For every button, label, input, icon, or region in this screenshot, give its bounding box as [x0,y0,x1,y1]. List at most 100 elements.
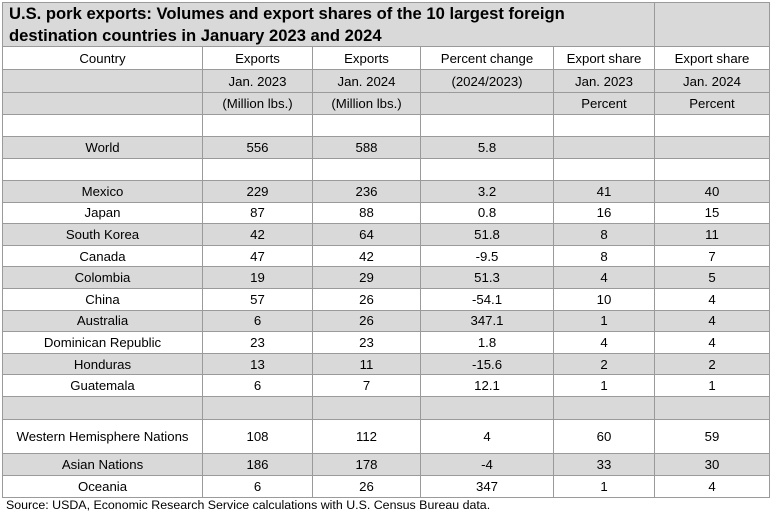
value-cell [421,93,554,115]
value-cell: (Million lbs.) [313,93,421,115]
value-cell: 19 [203,267,313,289]
header-row: Jan. 2023 Jan. 2024 (2024/2023) Jan. 2023 Ja… [3,70,770,93]
value-cell: 4 [655,332,770,354]
value-cell: 8 [554,245,655,267]
title-right-cell [655,3,770,25]
value-cell: 26 [313,310,421,332]
country-cell: Western Hemisphere Nations [3,419,203,453]
value-cell: 10 [554,288,655,310]
value-cell: 4 [554,332,655,354]
value-cell: 186 [203,453,313,475]
table-row: Guatemala 6 7 12.1 1 1 [3,375,770,397]
value-cell: 112 [313,419,421,453]
table-title-line-2: destination countries in January 2023 an… [3,25,655,47]
value-cell: 13 [203,353,313,375]
value-cell: 88 [313,202,421,224]
value-cell [313,396,421,419]
value-cell: Percent change [421,47,554,70]
value-cell: 1 [554,310,655,332]
value-cell: 11 [313,353,421,375]
value-cell: 6 [203,375,313,397]
value-cell: 178 [313,453,421,475]
value-cell: 59 [655,419,770,453]
value-cell: 23 [203,332,313,354]
country-cell: China [3,288,203,310]
value-cell [554,115,655,137]
value-cell: 4 [655,310,770,332]
blank-row [3,159,770,181]
country-cell [3,396,203,419]
value-cell [554,137,655,159]
country-cell: Oceania [3,475,203,497]
title-row-1: U.S. pork exports: Volumes and export sh… [3,3,770,25]
value-cell [655,115,770,137]
country-cell [3,70,203,93]
value-cell: -15.6 [421,353,554,375]
value-cell: 42 [203,224,313,246]
value-cell: 4 [421,419,554,453]
value-cell: 47 [203,245,313,267]
value-cell: 2 [554,353,655,375]
value-cell: 23 [313,332,421,354]
value-cell: -9.5 [421,245,554,267]
value-cell: Jan. 2024 [655,70,770,93]
table-row: Colombia 19 29 51.3 4 5 [3,267,770,289]
value-cell: 0.8 [421,202,554,224]
value-cell: 556 [203,137,313,159]
value-cell: 15 [655,202,770,224]
value-cell: 588 [313,137,421,159]
country-cell [3,159,203,181]
value-cell [203,159,313,181]
value-cell: 1.8 [421,332,554,354]
value-cell: Jan. 2023 [203,70,313,93]
value-cell: 6 [203,475,313,497]
country-cell: Asian Nations [3,453,203,475]
value-cell: 30 [655,453,770,475]
value-cell [655,137,770,159]
value-cell [313,159,421,181]
value-cell: 2 [655,353,770,375]
value-cell: 4 [554,267,655,289]
value-cell: Export share [554,47,655,70]
value-cell: 236 [313,181,421,203]
value-cell: (2024/2023) [421,70,554,93]
value-cell: 108 [203,419,313,453]
value-cell: 41 [554,181,655,203]
value-cell: 5.8 [421,137,554,159]
value-cell: 57 [203,288,313,310]
value-cell [313,115,421,137]
value-cell: 29 [313,267,421,289]
value-cell: 7 [313,375,421,397]
table-row: Honduras 13 11 -15.6 2 2 [3,353,770,375]
country-cell: World [3,137,203,159]
header-row: (Million lbs.) (Million lbs.) Percent Perce… [3,93,770,115]
country-cell: Mexico [3,181,203,203]
value-cell: 3.2 [421,181,554,203]
value-cell: Percent [655,93,770,115]
country-cell: Dominican Republic [3,332,203,354]
value-cell [655,159,770,181]
value-cell: 16 [554,202,655,224]
table-row: Canada 47 42 -9.5 8 7 [3,245,770,267]
table-row: China 57 26 -54.1 10 4 [3,288,770,310]
blank-row [3,396,770,419]
value-cell: 12.1 [421,375,554,397]
country-cell: Honduras [3,353,203,375]
value-cell: 26 [313,288,421,310]
value-cell [655,396,770,419]
country-cell: Colombia [3,267,203,289]
value-cell: 8 [554,224,655,246]
pork-exports-table-container: U.S. pork exports: Volumes and export sh… [2,2,769,498]
value-cell: Jan. 2024 [313,70,421,93]
value-cell: 60 [554,419,655,453]
value-cell [203,115,313,137]
table-row: Australia 6 26 347.1 1 4 [3,310,770,332]
value-cell: 51.8 [421,224,554,246]
value-cell: 40 [655,181,770,203]
table-row: Mexico 229 236 3.2 41 40 [3,181,770,203]
value-cell: 51.3 [421,267,554,289]
table-row: Dominican Republic 23 23 1.8 4 4 [3,332,770,354]
value-cell: (Million lbs.) [203,93,313,115]
table-row: Japan 87 88 0.8 16 15 [3,202,770,224]
country-cell [3,115,203,137]
